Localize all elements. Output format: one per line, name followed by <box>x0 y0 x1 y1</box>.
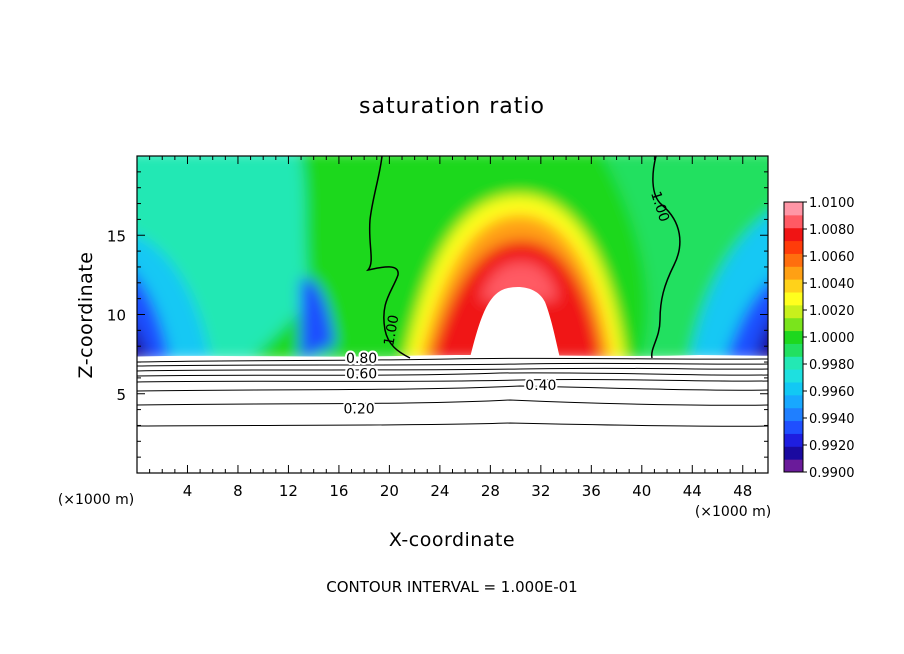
x-tick-label-24: 24 <box>430 482 449 500</box>
contour-0-20 <box>137 399 768 406</box>
colorbar-label-0: 1.0100 <box>809 196 855 211</box>
field-core-undefined <box>470 286 560 358</box>
contour-0-80 <box>137 362 768 367</box>
x-tick-label-32: 32 <box>531 482 550 500</box>
contour-interval-note: CONTOUR INTERVAL = 1.000E-01 <box>326 578 577 596</box>
x-tick-label-20: 20 <box>380 482 399 500</box>
colorbar-swatch-8 <box>784 356 803 370</box>
colorbar-swatch-18 <box>784 227 803 242</box>
contour-label-5: 0.20 <box>344 402 375 418</box>
colorbar-swatch-13 <box>784 292 803 306</box>
contour-0-50 <box>137 378 768 383</box>
x-tick-label-48: 48 <box>733 482 752 500</box>
colorbar-swatch-14 <box>784 279 803 293</box>
x-unit-label-left: (×1000 m) <box>58 492 134 508</box>
field-dome-pink <box>480 262 558 300</box>
x-axis-ticks: 4 8 12 16 20 24 28 32 36 40 44 48 <box>149 156 769 500</box>
colorbar-swatch-11 <box>784 317 803 332</box>
contour-1-00-right <box>651 156 681 359</box>
colorbar-swatch-9 <box>784 343 803 357</box>
colorbar-swatch-4 <box>784 407 803 422</box>
colorbar-swatch-15 <box>784 266 803 280</box>
colorbar-label-5: 1.0000 <box>809 331 855 346</box>
colorbar-swatch-1 <box>784 446 803 460</box>
x-tick-label-4: 4 <box>183 482 193 500</box>
colorbar-swatch-19 <box>784 214 803 229</box>
x-tick-label-16: 16 <box>329 482 348 500</box>
y-tick-label-10: 10 <box>107 307 126 325</box>
field-right-dryer <box>725 282 768 360</box>
contour-0-60 <box>137 372 768 377</box>
contour-0-70 <box>137 367 768 372</box>
x-unit-label-right: (×1000 m) <box>695 504 771 520</box>
chart-title: saturation ratio <box>359 94 545 119</box>
colorbar-label-2: 1.0060 <box>809 250 855 265</box>
field-left-dryer <box>137 276 170 360</box>
colorbar-swatch-16 <box>784 253 803 267</box>
x-tick-label-28: 28 <box>481 482 500 500</box>
contour-label-0: 1.00 <box>381 314 402 347</box>
x-axis-title: X-coordinate <box>389 529 515 551</box>
contour-lines <box>137 156 768 427</box>
colorbar-swatch-3 <box>784 420 803 434</box>
contour-label-3: 0.60 <box>346 367 377 383</box>
colorbar-label-3: 1.0040 <box>809 277 855 292</box>
field-left-driest <box>137 330 150 360</box>
colorbar-swatch-2 <box>784 433 803 447</box>
y-tick-label-5: 5 <box>116 386 126 404</box>
colorbar-label-6: 0.9980 <box>809 358 855 373</box>
colorbar-label-9: 0.9920 <box>809 439 855 454</box>
x-tick-label-44: 44 <box>683 482 702 500</box>
saturation-field <box>137 156 768 473</box>
colorbar-label-10: 0.9900 <box>809 466 855 481</box>
x-tick-label-12: 12 <box>279 482 298 500</box>
y-tick-label-15: 15 <box>107 227 126 245</box>
contour-0-40 <box>137 385 768 392</box>
colorbar-swatch-5 <box>784 394 803 409</box>
contour-0-90 <box>137 357 768 363</box>
colorbar-swatch-6 <box>784 382 803 396</box>
x-tick-label-8: 8 <box>233 482 243 500</box>
colorbar-label-1: 1.0080 <box>809 223 855 238</box>
contour-label-2: 0.80 <box>346 351 377 367</box>
field-subcloud-blank <box>137 355 768 473</box>
field-mid-dry <box>300 278 335 360</box>
x-tick-label-40: 40 <box>632 482 651 500</box>
x-tick-label-36: 36 <box>582 482 601 500</box>
colorbar-label-8: 0.9940 <box>809 412 855 427</box>
contour-0-10 <box>137 422 768 427</box>
colorbar-swatch-7 <box>784 369 803 383</box>
contour-1-00-left <box>365 156 411 359</box>
y-axis-title: Z-coordinate <box>75 252 97 379</box>
colorbar: 1.0100 1.0080 1.0060 1.0040 1.0020 1.0000 0.99… <box>783 196 855 481</box>
field-right-driest <box>755 322 768 360</box>
colorbar-label-4: 1.0020 <box>809 304 855 319</box>
colorbar-swatch-0 <box>784 459 803 473</box>
colorbar-swatch-10 <box>784 330 803 344</box>
y-axis-ticks: 5 10 15 <box>107 171 768 458</box>
colorbar-swatch-20 <box>784 202 803 216</box>
colorbar-swatch-12 <box>784 304 803 319</box>
colorbar-swatch-17 <box>784 240 803 254</box>
colorbar-label-7: 0.9960 <box>809 385 855 400</box>
contour-label-4: 0.40 <box>525 378 556 394</box>
